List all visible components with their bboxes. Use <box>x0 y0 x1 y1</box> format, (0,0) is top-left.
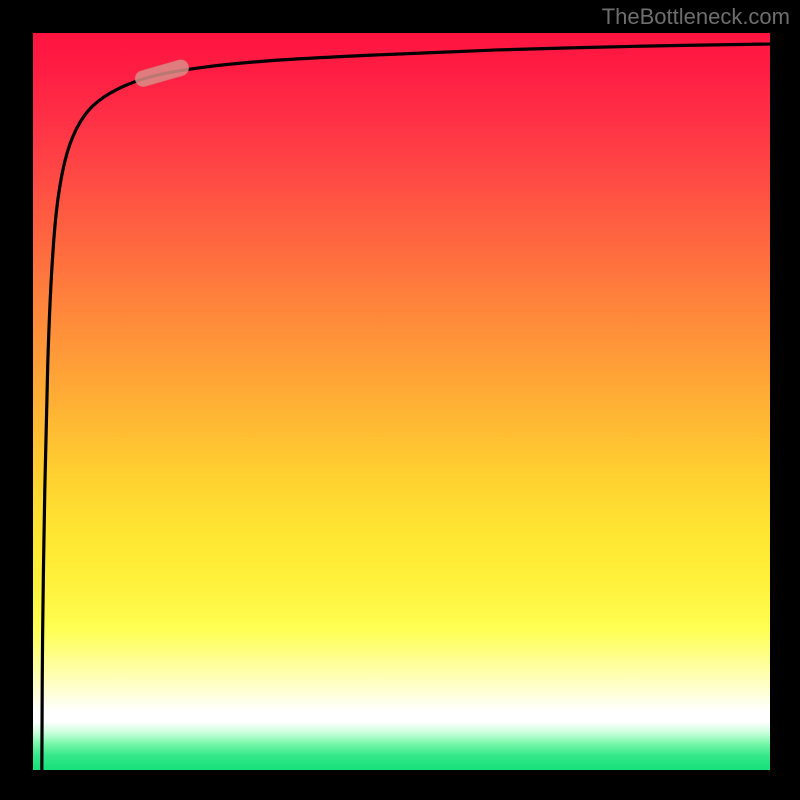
chart-stage: TheBottleneck.com <box>0 0 800 800</box>
gradient-background <box>33 33 770 770</box>
bottleneck-chart <box>0 0 800 800</box>
attribution-text: TheBottleneck.com <box>602 4 790 30</box>
